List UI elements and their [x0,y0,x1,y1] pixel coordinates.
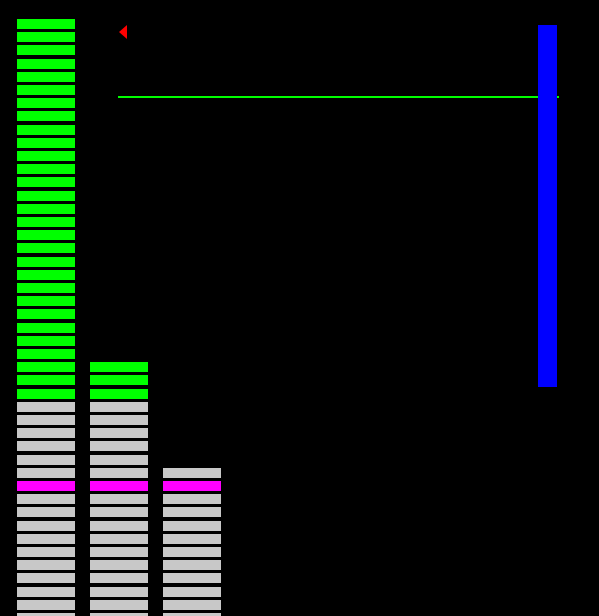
inactive-segment [90,467,148,478]
reference-segment [17,481,75,491]
inactive-segment [90,441,148,452]
active-segment [17,190,75,201]
active-segment [17,283,75,293]
inactive-segment [17,547,75,557]
active-segment [17,45,75,56]
inactive-segment [90,560,148,571]
inactive-segment [17,401,75,412]
active-segment [17,124,75,135]
active-segment [17,349,75,359]
active-segment [17,388,75,399]
inactive-segment [17,520,75,531]
inactive-segment [17,599,75,610]
inactive-segment [90,415,148,425]
level-meter-1 [17,0,75,616]
inactive-segment [163,507,221,518]
active-segment [17,19,75,29]
inactive-segment [163,547,221,557]
active-segment [17,151,75,161]
inactive-segment [163,520,221,531]
active-segment [17,32,75,43]
inactive-segment [163,560,221,571]
active-segment [17,203,75,214]
active-segment [17,85,75,95]
inactive-segment [17,507,75,518]
active-segment [17,375,75,386]
active-segment [17,58,75,69]
active-segment [17,243,75,254]
active-segment [90,375,148,386]
inactive-segment [163,613,221,616]
inactive-segment [90,533,148,544]
active-segment [17,217,75,227]
inactive-segment [163,533,221,544]
level-marker-icon[interactable] [119,25,127,39]
inactive-segment [90,586,148,597]
active-segment [17,177,75,188]
inactive-segment [17,454,75,465]
inactive-segment [163,467,221,478]
inactive-segment [17,441,75,452]
active-segment [17,137,75,148]
active-segment [17,98,75,109]
active-segment [17,269,75,280]
reference-segment [90,481,148,491]
inactive-segment [163,599,221,610]
inactive-segment [17,533,75,544]
inactive-segment [17,560,75,571]
active-segment [17,230,75,241]
master-fader-bar[interactable] [538,25,557,387]
inactive-segment [17,573,75,584]
inactive-segment [17,428,75,439]
active-segment [17,256,75,267]
active-segment [17,322,75,333]
inactive-segment [90,613,148,616]
active-segment [17,296,75,307]
inactive-segment [90,599,148,610]
inactive-segment [90,573,148,584]
inactive-segment [90,494,148,505]
active-segment [17,111,75,122]
active-segment [17,309,75,320]
inactive-segment [163,494,221,505]
active-segment [17,335,75,346]
level-meter-3 [163,0,221,616]
active-segment [90,362,148,373]
inactive-segment [17,494,75,505]
inactive-segment [17,415,75,425]
inactive-segment [90,454,148,465]
active-segment [17,164,75,175]
inactive-segment [90,507,148,518]
inactive-segment [90,547,148,557]
inactive-segment [90,520,148,531]
inactive-segment [17,467,75,478]
active-segment [17,71,75,82]
inactive-segment [90,428,148,439]
active-segment [90,388,148,399]
inactive-segment [163,586,221,597]
inactive-segment [17,586,75,597]
threshold-line [118,96,559,98]
reference-segment [163,481,221,491]
inactive-segment [90,401,148,412]
level-meter-2 [90,0,148,616]
active-segment [17,362,75,373]
inactive-segment [163,573,221,584]
inactive-segment [17,613,75,616]
